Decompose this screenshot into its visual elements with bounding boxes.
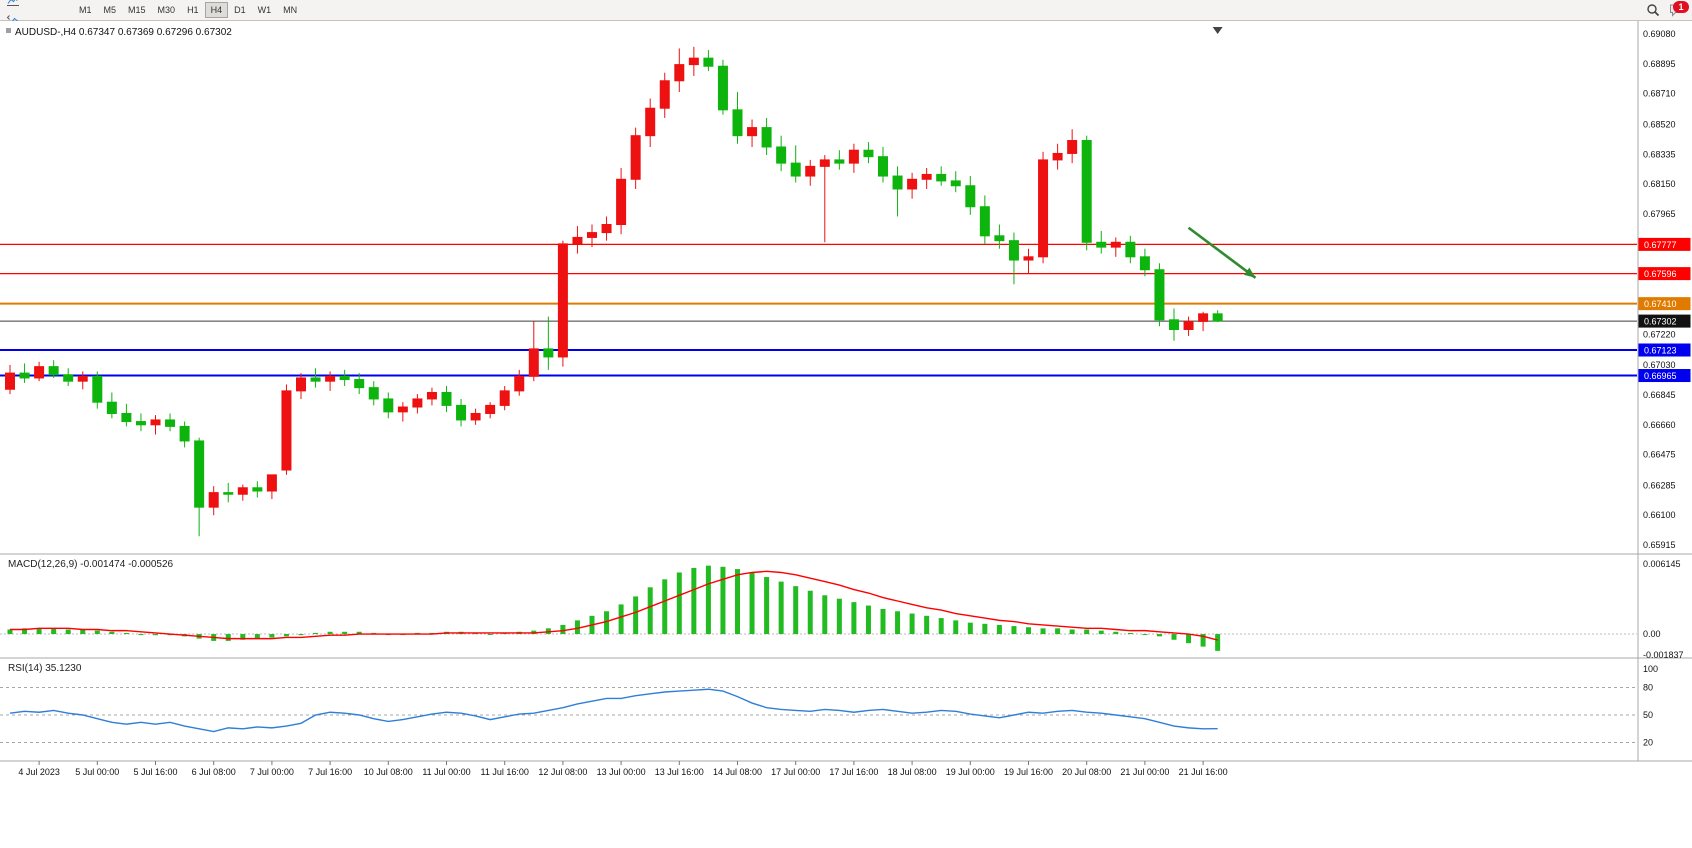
timeframe-H4[interactable]: H4 (204, 2, 229, 18)
annotation-arrow[interactable] (1187, 226, 1257, 279)
timeframe-M1[interactable]: M1 (79, 5, 92, 15)
svg-text:7 Jul 00:00: 7 Jul 00:00 (250, 767, 294, 777)
svg-text:0.68520: 0.68520 (1643, 119, 1676, 129)
svg-text:0.66965: 0.66965 (1644, 371, 1677, 381)
svg-text:0.68895: 0.68895 (1643, 59, 1676, 69)
chart-root[interactable]: AUDUSD-,H4 0.67347 0.67369 0.67296 0.673… (0, 21, 1692, 786)
notification-count-badge: 1 (1673, 1, 1689, 13)
svg-text:7 Jul 16:00: 7 Jul 16:00 (308, 767, 352, 777)
current-price-badge: 0.67302 (1638, 314, 1691, 328)
svg-text:0.65915: 0.65915 (1643, 540, 1676, 550)
timeframe-M5[interactable]: M5 (103, 5, 117, 15)
price-level-badge: 0.67123 (1638, 343, 1691, 357)
svg-text:20: 20 (1643, 738, 1653, 748)
svg-text:12 Jul 08:00: 12 Jul 08:00 (538, 767, 587, 777)
price-level-badge: 0.67410 (1638, 297, 1691, 311)
svg-text:0.67777: 0.67777 (1644, 240, 1677, 250)
svg-text:0.67410: 0.67410 (1644, 299, 1677, 309)
svg-text:13 Jul 16:00: 13 Jul 16:00 (655, 767, 704, 777)
search-icon (1646, 3, 1660, 17)
price-level-badge: 0.66965 (1638, 369, 1691, 383)
svg-text:20 Jul 08:00: 20 Jul 08:00 (1062, 767, 1111, 777)
svg-text:17 Jul 00:00: 17 Jul 00:00 (771, 767, 820, 777)
price-level-badge: 0.67777 (1638, 237, 1691, 251)
svg-text:0.68710: 0.68710 (1643, 89, 1676, 99)
auto-scroll-button[interactable] (3, 0, 69, 10)
svg-text:-0.001837: -0.001837 (1643, 650, 1684, 660)
svg-text:0.67596: 0.67596 (1644, 269, 1677, 279)
svg-text:5 Jul 00:00: 5 Jul 00:00 (75, 767, 119, 777)
chart-area[interactable]: AUDUSD-,H4 0.67347 0.67369 0.67296 0.673… (0, 21, 1692, 786)
svg-text:0.66285: 0.66285 (1643, 480, 1676, 490)
svg-text:0.66845: 0.66845 (1643, 390, 1676, 400)
svg-text:0.67030: 0.67030 (1643, 360, 1676, 370)
timeframe-D1[interactable]: D1 (234, 5, 246, 15)
notifications-button[interactable]: 1 (1669, 1, 1689, 17)
svg-text:21 Jul 16:00: 21 Jul 16:00 (1179, 767, 1228, 777)
timeframe-H1[interactable]: H1 (187, 5, 199, 15)
svg-text:0.68150: 0.68150 (1643, 179, 1676, 189)
pane-separators[interactable] (0, 21, 1692, 762)
svg-text:50: 50 (1643, 710, 1653, 720)
chart-svg[interactable]: AUDUSD-,H4 0.67347 0.67369 0.67296 0.673… (0, 21, 1692, 786)
horizontal-lines-layer[interactable] (0, 243, 1637, 377)
svg-text:10 Jul 08:00: 10 Jul 08:00 (364, 767, 413, 777)
svg-text:AUDUSD-,H4 0.67347 0.67369 0.6: AUDUSD-,H4 0.67347 0.67369 0.67296 0.673… (15, 27, 232, 38)
timeframe-group: M1 M5 M15 M30 H1 H4 D1 W1 MN (73, 2, 303, 18)
svg-text:14 Jul 08:00: 14 Jul 08:00 (713, 767, 762, 777)
timeframe-M15[interactable]: M15 (128, 5, 146, 15)
timeframe-M30[interactable]: M30 (157, 5, 176, 15)
svg-text:19 Jul 16:00: 19 Jul 16:00 (1004, 767, 1053, 777)
svg-text:17 Jul 16:00: 17 Jul 16:00 (829, 767, 878, 777)
svg-text:100: 100 (1643, 664, 1658, 674)
search-button[interactable] (1643, 1, 1663, 20)
timeframe-W1[interactable]: W1 (257, 5, 272, 15)
svg-text:11 Jul 00:00: 11 Jul 00:00 (422, 767, 470, 777)
chart-shift-marker[interactable] (1212, 27, 1223, 34)
auto-scroll-icon (6, 0, 20, 8)
svg-text:0.66660: 0.66660 (1643, 420, 1676, 430)
svg-text:0.66475: 0.66475 (1643, 450, 1676, 460)
svg-text:5 Jul 16:00: 5 Jul 16:00 (133, 767, 177, 777)
chart-title: AUDUSD-,H4 0.67347 0.67369 0.67296 0.673… (6, 27, 232, 38)
svg-text:6 Jul 08:00: 6 Jul 08:00 (192, 767, 236, 777)
svg-text:0.67123: 0.67123 (1644, 346, 1677, 356)
svg-text:19 Jul 00:00: 19 Jul 00:00 (946, 767, 995, 777)
svg-text:0.66100: 0.66100 (1643, 510, 1676, 520)
svg-text:0.006145: 0.006145 (1643, 559, 1681, 569)
svg-text:18 Jul 08:00: 18 Jul 08:00 (888, 767, 937, 777)
svg-text:0.67965: 0.67965 (1643, 209, 1676, 219)
price-level-badge: 0.67596 (1638, 267, 1691, 281)
svg-text:0.67302: 0.67302 (1644, 317, 1677, 327)
candles-layer (5, 46, 1223, 537)
svg-text:21 Jul 00:00: 21 Jul 00:00 (1120, 767, 1169, 777)
macd-pane[interactable]: MACD(12,26,9) -0.001474 -0.000526 0.00614… (0, 559, 1684, 660)
price-axis[interactable]: 0.69080 0.68895 0.68710 0.68520 0.68335 0.681… (1638, 29, 1691, 550)
time-axis[interactable]: 4 Jul 2023 5 Jul 00:00 5 Jul 16:00 6 Jul 08… (18, 761, 1228, 777)
rsi-pane[interactable]: RSI(14) 35.1230 100 80 50 20 (0, 663, 1658, 748)
svg-text:80: 80 (1643, 682, 1653, 692)
svg-text:RSI(14) 35.1230: RSI(14) 35.1230 (8, 663, 82, 674)
svg-text:0.00: 0.00 (1643, 629, 1661, 639)
svg-text:4 Jul 2023: 4 Jul 2023 (18, 767, 60, 777)
toolbar-right-group: 1 (1643, 1, 1689, 20)
svg-text:13 Jul 00:00: 13 Jul 00:00 (597, 767, 646, 777)
svg-text:0.69080: 0.69080 (1643, 29, 1676, 39)
svg-text:0.68335: 0.68335 (1643, 149, 1676, 159)
svg-text:11 Jul 16:00: 11 Jul 16:00 (481, 767, 529, 777)
svg-text:MACD(12,26,9) -0.001474 -0.000: MACD(12,26,9) -0.001474 -0.000526 (8, 559, 174, 570)
svg-text:0.67220: 0.67220 (1643, 329, 1676, 339)
timeframe-MN[interactable]: MN (283, 5, 298, 15)
